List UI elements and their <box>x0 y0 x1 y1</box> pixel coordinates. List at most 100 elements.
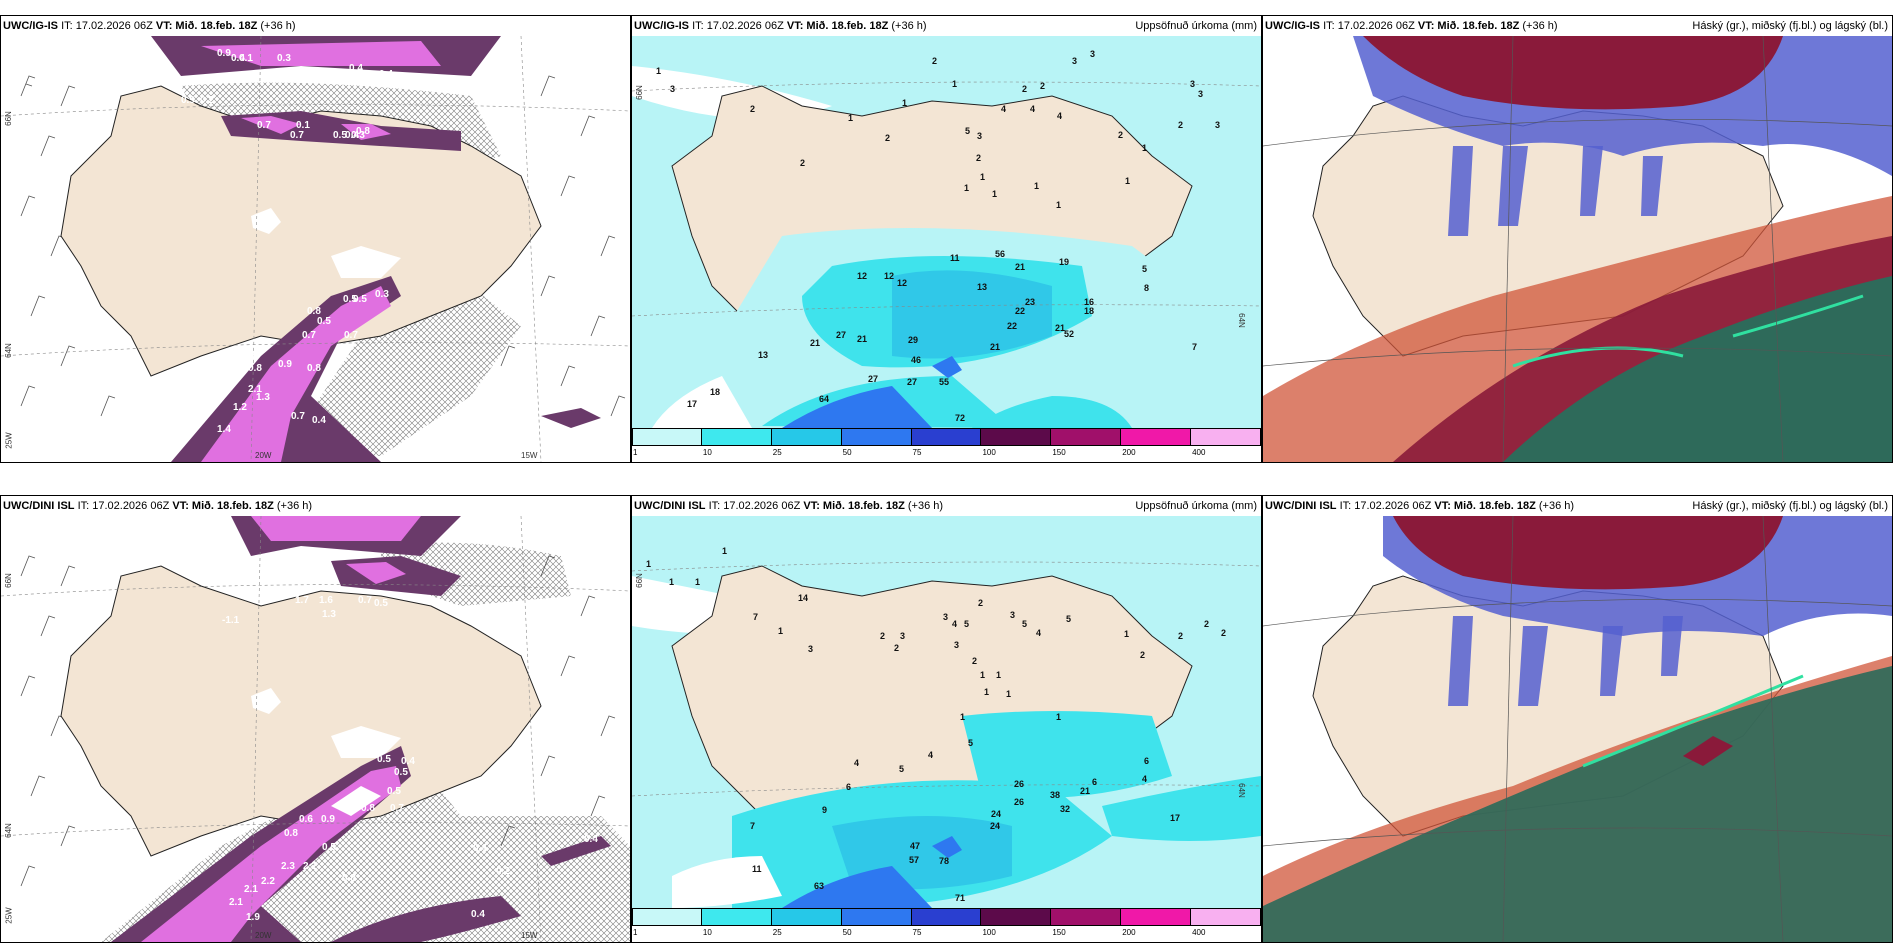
snow-amount-label: 0.8 <box>284 828 298 839</box>
colorbar-tick: 100 <box>982 448 996 457</box>
colorbar-swatch <box>632 908 702 926</box>
precip-amount-label: 4 <box>1142 774 1148 784</box>
lat-label-66: 66N <box>634 573 644 588</box>
precip-amount-label: 1 <box>960 712 966 722</box>
precip-amount-label: 21 <box>857 334 868 344</box>
model-name: UWC/DINI ISL <box>3 500 75 512</box>
precip-amount-label: 24 <box>990 821 1001 831</box>
colorbar-tick: 1 <box>633 448 638 457</box>
colorbar-swatch <box>1191 908 1261 926</box>
colorbar-tick: 400 <box>1192 448 1206 457</box>
precip-amount-label: 47 <box>910 841 921 851</box>
valid-time: VT: Mið. 18.feb. 18Z <box>1417 20 1520 32</box>
precip-amount-label: 18 <box>710 387 721 397</box>
snow-amount-label: 0.3 <box>277 53 291 64</box>
panel-header: UWC/DINI ISL IT: 17.02.2026 06Z VT: Mið.… <box>1 496 630 516</box>
snow-amount-label: 2.1 <box>244 884 258 895</box>
snow-amount-label: 1.7 <box>295 595 309 606</box>
map-panel-snow-dini: UWC/DINI ISL IT: 17.02.2026 06Z VT: Mið.… <box>0 495 631 943</box>
colorbar-tick: 25 <box>772 928 782 937</box>
panel-header: UWC/DINI ISL IT: 17.02.2026 06Z VT: Mið.… <box>632 496 1261 516</box>
colorbar-swatch <box>911 428 982 446</box>
snow-amount-label: 0.4 <box>401 756 415 767</box>
snow-amount-label: -1.1 <box>222 615 240 626</box>
init-time: IT: 17.02.2026 06Z <box>708 500 801 512</box>
precip-amount-label: 11 <box>950 253 960 263</box>
precip-amount-label: 1 <box>952 79 958 89</box>
snow-amount-label: 0.8 <box>248 363 262 374</box>
snow-amount-label: 0.7 <box>344 330 358 341</box>
precip-amount-label: 32 <box>1060 804 1071 814</box>
snow-amount-label: 1.3 <box>256 392 270 403</box>
colorbar-tick: 25 <box>772 448 782 457</box>
snow-amount-label: 0.1 <box>296 120 310 131</box>
precip-colorbar: 1 10 25 50 75 100 150 200 400 <box>632 908 1261 942</box>
snow-amount-label: 0.6 <box>241 350 255 361</box>
precip-amount-label: 3 <box>900 631 906 641</box>
precip-amount-label: 6 <box>846 782 852 792</box>
precip-amount-label: 7 <box>1192 342 1198 352</box>
colorbar-swatch <box>1121 428 1192 446</box>
precip-colorbar: 1 10 25 50 75 100 150 200 400 <box>632 428 1261 462</box>
precip-amount-label: 1 <box>1142 143 1148 153</box>
snow-amount-label: 1.9 <box>246 912 260 923</box>
snow-amount-label: 0.7 <box>302 330 316 341</box>
precip-amount-label: 23 <box>1025 297 1036 307</box>
snow-amount-label: 1.1 <box>265 593 279 604</box>
panel-header: UWC/DINI ISL IT: 17.02.2026 06Z VT: Mið.… <box>1263 496 1892 516</box>
precip-amount-label: 16 <box>1084 297 1095 307</box>
snow-amount-label: 0.9 <box>181 95 195 106</box>
precip-amount-label: 1 <box>656 66 662 76</box>
lat-label-64: 64N <box>1236 313 1246 328</box>
precip-amount-label: 3 <box>670 84 676 94</box>
snow-amount-label: 0.9 <box>321 814 335 825</box>
colorbar-tick: 1 <box>633 928 638 937</box>
precip-amount-label: 5 <box>1022 619 1028 629</box>
colorbar-tick: 200 <box>1122 448 1136 457</box>
snow-amount-label: 0.2 <box>200 95 214 106</box>
lat-label-64: 64N <box>3 823 13 838</box>
colorbar-tick: 50 <box>842 928 852 937</box>
precip-amount-label: 4 <box>952 619 958 629</box>
precip-amount-label: 5 <box>964 619 970 629</box>
precip-amount-label: 5 <box>965 126 971 136</box>
precip-amount-label: 2 <box>894 643 900 653</box>
precip-amount-label: 19 <box>1059 257 1070 267</box>
valid-time: VT: Mið. 18.feb. 18Z <box>172 500 274 512</box>
precip-amount-label: 2 <box>1040 81 1046 91</box>
snow-amount-label: 0.4 <box>349 77 363 88</box>
colorbar-swatch <box>1051 428 1122 446</box>
lat-label-66: 66N <box>3 111 13 126</box>
panel-header: UWC/IG-IS IT: 17.02.2026 06Z VT: Mið. 18… <box>1263 16 1892 36</box>
snow-amount-label: 0.9 <box>217 48 231 59</box>
precip-amount-label: 26 <box>1014 779 1025 789</box>
snow-amount-label: 0.1 <box>239 53 253 64</box>
precip-amount-label: 4 <box>1036 628 1042 638</box>
precip-amount-label: 1 <box>1006 689 1012 699</box>
precip-amount-label: 2 <box>976 153 982 163</box>
precip-amount-label: 5 <box>899 764 905 774</box>
lon-label-15: 15W <box>521 931 538 940</box>
precip-amount-label: 1 <box>980 670 986 680</box>
colorbar-swatch <box>841 428 912 446</box>
snow-amount-label: 1.2 <box>233 402 247 413</box>
precip-amount-label: 29 <box>908 335 919 345</box>
precip-amount-label: 71 <box>955 893 966 903</box>
precip-amount-label: 24 <box>991 809 1002 819</box>
precip-amount-label: 12 <box>897 278 908 288</box>
model-name: UWC/IG-IS <box>1265 20 1320 32</box>
lon-label-20: 20W <box>255 931 272 940</box>
precip-map <box>632 36 1261 428</box>
init-time: IT: 17.02.2026 06Z <box>77 500 170 512</box>
precip-amount-label: 9 <box>822 805 828 815</box>
panel-title: Háský (gr.), miðský (fj.bl.) og lágský (… <box>1692 20 1888 32</box>
precip-amount-label: 3 <box>954 640 960 650</box>
precip-amount-label: 1 <box>992 189 998 199</box>
snow-amount-label: 0.8 <box>356 126 370 137</box>
precip-amount-label: 17 <box>687 399 698 409</box>
precip-amount-label: 3 <box>1215 120 1221 130</box>
snow-amount-label: 0.4 <box>379 69 393 80</box>
lon-label-25: 25W <box>4 432 14 449</box>
snow-amount-label: 2.2 <box>261 876 275 887</box>
snow-amount-label: 0.8 <box>342 873 356 884</box>
